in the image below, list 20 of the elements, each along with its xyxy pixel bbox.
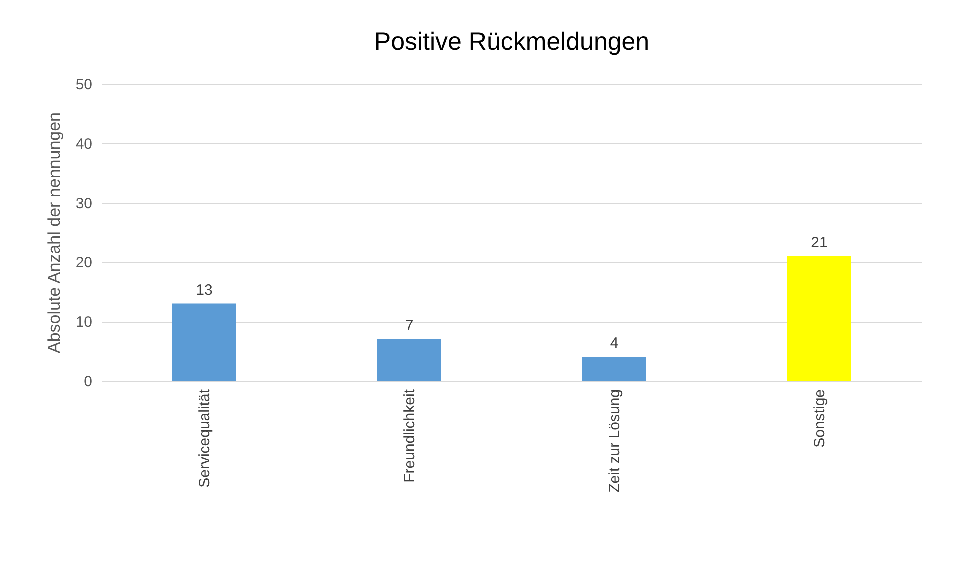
chart-title: Positive Rückmeldungen bbox=[374, 28, 650, 56]
bar bbox=[582, 357, 646, 381]
y-tick-label: 40 bbox=[76, 136, 92, 153]
data-label: 21 bbox=[811, 234, 828, 252]
bar bbox=[788, 256, 852, 381]
x-tick-label: Freundlichkeit bbox=[402, 388, 418, 483]
data-label: 7 bbox=[405, 317, 414, 334]
bar bbox=[378, 339, 442, 381]
x-tick-label: Sonstige bbox=[812, 390, 828, 448]
y-tick-label: 0 bbox=[84, 374, 92, 390]
x-tick-label: Zeit zur Lösung bbox=[606, 390, 624, 493]
y-axis-title: Absolute Anzahl der nennungen bbox=[44, 112, 64, 354]
y-tick-label: 20 bbox=[76, 254, 92, 272]
y-tick-label: 10 bbox=[76, 314, 92, 332]
x-tick-label: Servicequalität bbox=[196, 388, 214, 488]
bar bbox=[172, 304, 236, 381]
y-tick-label: 50 bbox=[76, 76, 92, 94]
data-label: 4 bbox=[610, 335, 619, 352]
y-tick-label: 30 bbox=[76, 195, 92, 212]
data-label: 13 bbox=[196, 282, 213, 299]
